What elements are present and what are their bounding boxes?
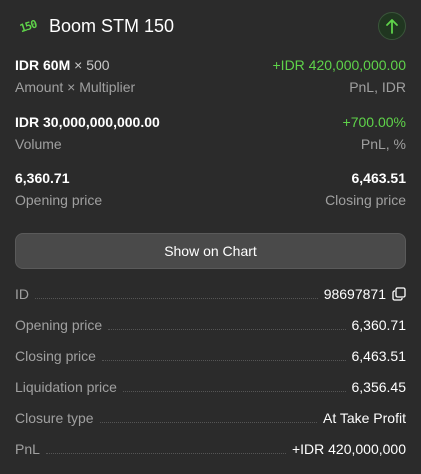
boom-150-icon: 150 [17, 17, 39, 35]
detail-label: Opening price [15, 317, 103, 333]
closing-price-value: 6,463.51 [351, 170, 407, 186]
amount-label: Amount × Multiplier [15, 79, 136, 95]
detail-label: ID [15, 286, 29, 302]
multiplier-value: × 500 [74, 57, 110, 73]
detail-row-pnl: PnL +IDR 420,000,000 [15, 432, 406, 463]
amount-value: IDR 60M × 500 [15, 57, 110, 73]
dotted-leader [35, 298, 318, 299]
detail-value: 6,360.71 [351, 317, 407, 333]
opening-price-value: 6,360.71 [15, 170, 70, 186]
copy-icon[interactable] [392, 287, 406, 301]
opening-price-label: Opening price [15, 192, 103, 208]
amount-amount: IDR 60M [15, 57, 71, 73]
pnl-percent-value: +700.00% [342, 114, 406, 130]
amount-block: IDR 60M × 500 +IDR 420,000,000.00 Amount… [15, 54, 406, 98]
show-on-chart-button[interactable]: Show on Chart [15, 233, 406, 269]
direction-up-button[interactable] [378, 12, 406, 40]
header: 150 Boom STM 150 [15, 0, 406, 52]
pnl-value: +IDR 420,000,000.00 [272, 57, 407, 73]
detail-label: Liquidation price [15, 379, 117, 395]
closing-price-label: Closing price [325, 192, 406, 208]
dotted-leader [101, 360, 346, 361]
detail-value: 6,463.51 [351, 348, 407, 364]
detail-row-id: ID 98697871 [15, 277, 406, 308]
dotted-leader [45, 453, 286, 454]
price-block: 6,360.71 6,463.51 Opening price Closing … [15, 167, 406, 211]
detail-value: At Take Profit [322, 410, 406, 426]
volume-value: IDR 30,000,000,000.00 [15, 114, 160, 130]
detail-value: 98697871 [323, 286, 386, 302]
pnl-label: PnL, IDR [349, 79, 406, 95]
arrow-up-icon [386, 19, 398, 34]
dotted-leader [122, 391, 346, 392]
title-wrap: 150 Boom STM 150 [15, 13, 174, 39]
detail-value: 6,356.45 [351, 379, 407, 395]
pnl-percent-label: PnL, % [360, 136, 406, 152]
detail-value-wrap: 98697871 [324, 286, 406, 302]
dotted-leader [108, 329, 346, 330]
detail-value: +IDR 420,000,000 [291, 441, 406, 457]
volume-label: Volume [15, 136, 62, 152]
detail-row-opening-price: Opening price 6,360.71 [15, 308, 406, 339]
asset-title: Boom STM 150 [49, 15, 175, 36]
detail-label: PnL [15, 441, 40, 457]
detail-row-closure-type: Closure type At Take Profit [15, 401, 406, 432]
dotted-leader [99, 422, 317, 423]
volume-block: IDR 30,000,000,000.00 +700.00% Volume Pn… [15, 111, 406, 155]
detail-row-liquidation-price: Liquidation price 6,356.45 [15, 370, 406, 401]
detail-label: Closing price [15, 348, 96, 364]
detail-row-closing-price: Closing price 6,463.51 [15, 339, 406, 370]
details-list: ID 98697871 Opening price 6,360.71 Closi… [15, 277, 406, 463]
detail-label: Closure type [15, 410, 94, 426]
